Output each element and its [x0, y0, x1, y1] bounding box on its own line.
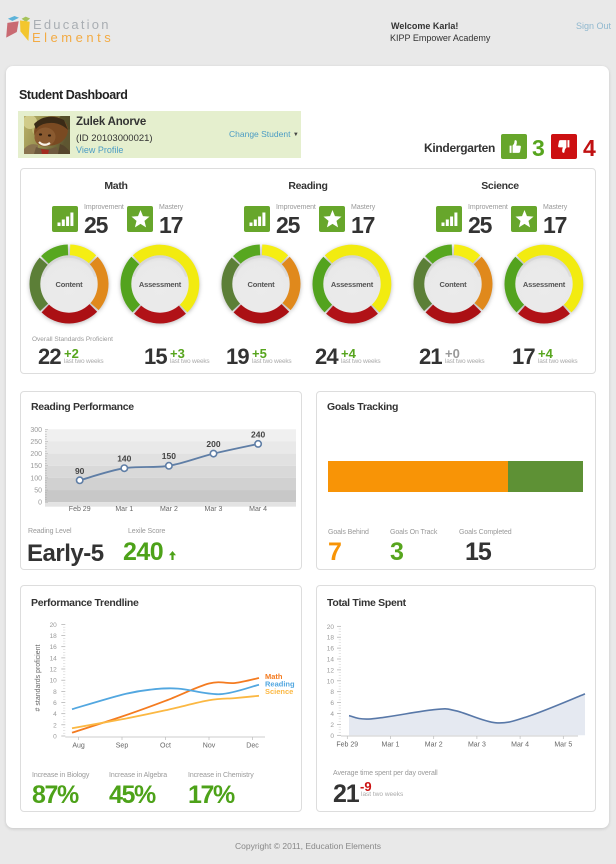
svg-text:Mar 3: Mar 3 — [205, 506, 223, 513]
svg-text:Dec: Dec — [246, 743, 259, 750]
svg-text:8: 8 — [53, 689, 57, 696]
svg-text:Mar 1: Mar 1 — [382, 742, 400, 749]
svg-text:14: 14 — [327, 657, 335, 664]
svg-text:10: 10 — [327, 678, 335, 685]
svg-text:Math: Math — [265, 672, 283, 681]
svg-text:Mar 4: Mar 4 — [249, 506, 267, 513]
svg-text:12: 12 — [50, 667, 58, 674]
svg-text:16: 16 — [327, 646, 335, 653]
svg-text:8: 8 — [330, 689, 334, 696]
svg-text:2: 2 — [330, 722, 334, 729]
svg-text:Nov: Nov — [203, 743, 216, 750]
svg-text:200: 200 — [206, 439, 220, 449]
svg-text:12: 12 — [327, 667, 335, 674]
svg-text:4: 4 — [330, 711, 334, 718]
svg-text:4: 4 — [53, 711, 57, 718]
svg-text:Mar 5: Mar 5 — [554, 742, 572, 749]
svg-text:14: 14 — [50, 655, 58, 662]
svg-text:200: 200 — [30, 451, 42, 458]
svg-text:Mar 1: Mar 1 — [115, 506, 133, 513]
svg-text:20: 20 — [50, 622, 58, 629]
svg-text:Mar 2: Mar 2 — [160, 506, 178, 513]
svg-text:6: 6 — [53, 700, 57, 707]
svg-text:2: 2 — [53, 722, 57, 729]
svg-text:Mar 2: Mar 2 — [425, 742, 443, 749]
svg-text:# standards proficient: # standards proficient — [35, 644, 42, 711]
svg-text:Oct: Oct — [160, 743, 171, 750]
svg-text:50: 50 — [34, 488, 42, 495]
svg-text:Mar 3: Mar 3 — [468, 742, 486, 749]
svg-text:240: 240 — [251, 429, 265, 439]
svg-text:300: 300 — [30, 427, 42, 434]
svg-text:140: 140 — [117, 454, 131, 464]
svg-text:Aug: Aug — [72, 743, 85, 750]
svg-text:6: 6 — [330, 700, 334, 707]
svg-text:10: 10 — [50, 678, 58, 685]
svg-text:0: 0 — [330, 733, 334, 740]
svg-text:Feb 29: Feb 29 — [336, 742, 358, 749]
svg-text:Reading: Reading — [265, 680, 295, 689]
svg-text:250: 250 — [30, 439, 42, 446]
svg-text:Science: Science — [265, 687, 293, 696]
svg-text:0: 0 — [53, 734, 57, 741]
svg-text:20: 20 — [327, 624, 335, 631]
svg-text:Mar 4: Mar 4 — [511, 742, 529, 749]
svg-text:Assessment: Assessment — [331, 280, 374, 289]
svg-text:18: 18 — [50, 633, 58, 640]
svg-text:Content: Content — [440, 280, 468, 289]
svg-text:Content: Content — [56, 280, 84, 289]
svg-text:Assessment: Assessment — [523, 280, 566, 289]
svg-text:Assessment: Assessment — [139, 280, 182, 289]
svg-text:150: 150 — [162, 451, 176, 461]
svg-text:90: 90 — [75, 466, 85, 476]
svg-text:18: 18 — [327, 635, 335, 642]
svg-text:Content: Content — [248, 280, 276, 289]
svg-text:Sep: Sep — [116, 743, 129, 750]
svg-text:100: 100 — [30, 475, 42, 482]
svg-text:Feb 29: Feb 29 — [69, 506, 91, 513]
svg-text:150: 150 — [30, 463, 42, 470]
svg-text:16: 16 — [50, 644, 58, 651]
svg-text:0: 0 — [38, 500, 42, 507]
